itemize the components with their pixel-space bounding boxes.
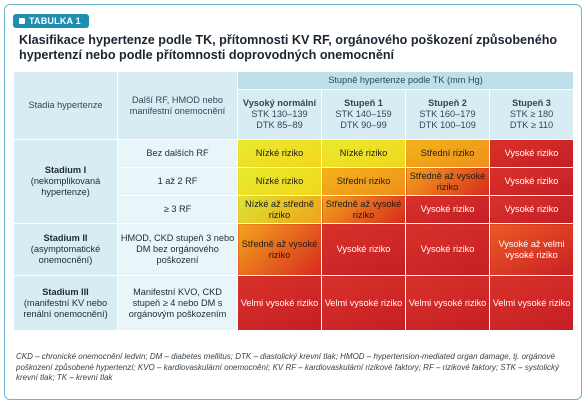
factor-cell: Bez dalších RF xyxy=(117,139,238,168)
risk-cell: Nízké riziko xyxy=(237,167,322,196)
grade-dtk: DTK 90–99 xyxy=(340,120,387,130)
grade-dtk: DTK 85–89 xyxy=(256,120,303,130)
risk-cell: Velmi vysoké riziko xyxy=(321,275,406,331)
header-grades-group: Stupně hypertenze podle TK (mm Hg) xyxy=(236,71,575,90)
factor-cell: Manifestní KVO, CKD stupeň ≥ 4 nebo DM s… xyxy=(117,275,238,331)
risk-classification-table: Stadia hypertenze Další RF, HMOD nebo ma… xyxy=(13,71,575,331)
grade-stk: STK ≥ 180 xyxy=(509,109,554,119)
grade-stk: STK 140–159 xyxy=(335,109,392,119)
grade-name: Vysoký normální xyxy=(242,98,317,108)
risk-cell: Vysoké riziko xyxy=(488,167,575,196)
risk-cell: Vysoké riziko xyxy=(405,195,490,224)
risk-cell: Nízké riziko xyxy=(321,139,406,168)
grade-stk: STK 160–179 xyxy=(419,109,476,119)
stage-desc: (asymptomatické onemocnění) xyxy=(30,244,101,265)
risk-cell: Středně až vysoké riziko xyxy=(237,223,322,276)
table-title: Klasifikace hypertenze podle TK, přítomn… xyxy=(19,33,558,62)
risk-cell: Velmi vysoké riziko xyxy=(405,275,490,331)
risk-cell: Střední riziko xyxy=(405,139,490,168)
grade-stk: STK 130–139 xyxy=(251,109,308,119)
risk-cell: Vysoké riziko xyxy=(488,195,575,224)
stage-1-cell: Stadium I (nekomplikovaná hypertenze) xyxy=(13,139,118,224)
header-stage: Stadia hypertenze xyxy=(13,71,118,140)
grade-name: Stupeň 2 xyxy=(428,98,467,108)
risk-cell: Nízké až středně riziko xyxy=(237,195,322,224)
risk-cell: Střední riziko xyxy=(321,167,406,196)
header-grade-2: Stupeň 2 STK 160–179 DTK 100–109 xyxy=(405,89,490,140)
factor-cell: ≥ 3 RF xyxy=(117,195,238,224)
risk-cell: Vysoké až velmi vysoké riziko xyxy=(488,223,575,276)
factor-cell: HMOD, CKD stupeň 3 nebo DM bez orgánovéh… xyxy=(117,223,238,276)
table-tag-label: TABULKA 1 xyxy=(29,16,81,26)
risk-cell: Středně až vysoké riziko xyxy=(321,195,406,224)
header-grade-high-normal: Vysoký normální STK 130–139 DTK 85–89 xyxy=(237,89,322,140)
grade-dtk: DTK ≥ 110 xyxy=(509,120,554,130)
tag-square-icon xyxy=(19,18,25,24)
grade-name: Stupeň 3 xyxy=(512,98,551,108)
header-factors: Další RF, HMOD nebo manifestní onemocněn… xyxy=(117,71,238,140)
stage-name: Stadium III xyxy=(42,286,89,297)
factor-cell: 1 až 2 RF xyxy=(117,167,238,196)
risk-cell: Velmi vysoké riziko xyxy=(237,275,322,331)
stage-name: Stadium II xyxy=(43,233,88,243)
risk-cell: Nízké riziko xyxy=(237,139,322,168)
grade-dtk: DTK 100–109 xyxy=(419,120,476,130)
risk-cell: Vysoké riziko xyxy=(321,223,406,276)
table-tag: TABULKA 1 xyxy=(13,14,89,28)
stage-3-cell: Stadium III (manifestní KV nebo renální o… xyxy=(13,275,118,331)
stage-2-cell: Stadium II (asymptomatické onemocnění) xyxy=(13,223,118,276)
header-grade-3: Stupeň 3 STK ≥ 180 DTK ≥ 110 xyxy=(488,89,575,140)
header-grade-1: Stupeň 1 STK 140–159 DTK 90–99 xyxy=(321,89,406,140)
risk-cell: Velmi vysoké riziko xyxy=(488,275,575,331)
table-footnote: CKD – chronické onemocnění ledvin; DM – … xyxy=(16,352,560,382)
risk-cell: Středně až vysoké riziko xyxy=(405,167,490,196)
grade-name: Stupeň 1 xyxy=(344,98,383,108)
stage-name: Stadium I xyxy=(44,165,87,175)
stage-desc: (manifestní KV nebo renální onemocnění) xyxy=(23,297,108,319)
risk-cell: Vysoké riziko xyxy=(405,223,490,276)
risk-cell: Vysoké riziko xyxy=(488,139,575,168)
stage-desc: (nekomplikovaná hypertenze) xyxy=(30,176,101,197)
